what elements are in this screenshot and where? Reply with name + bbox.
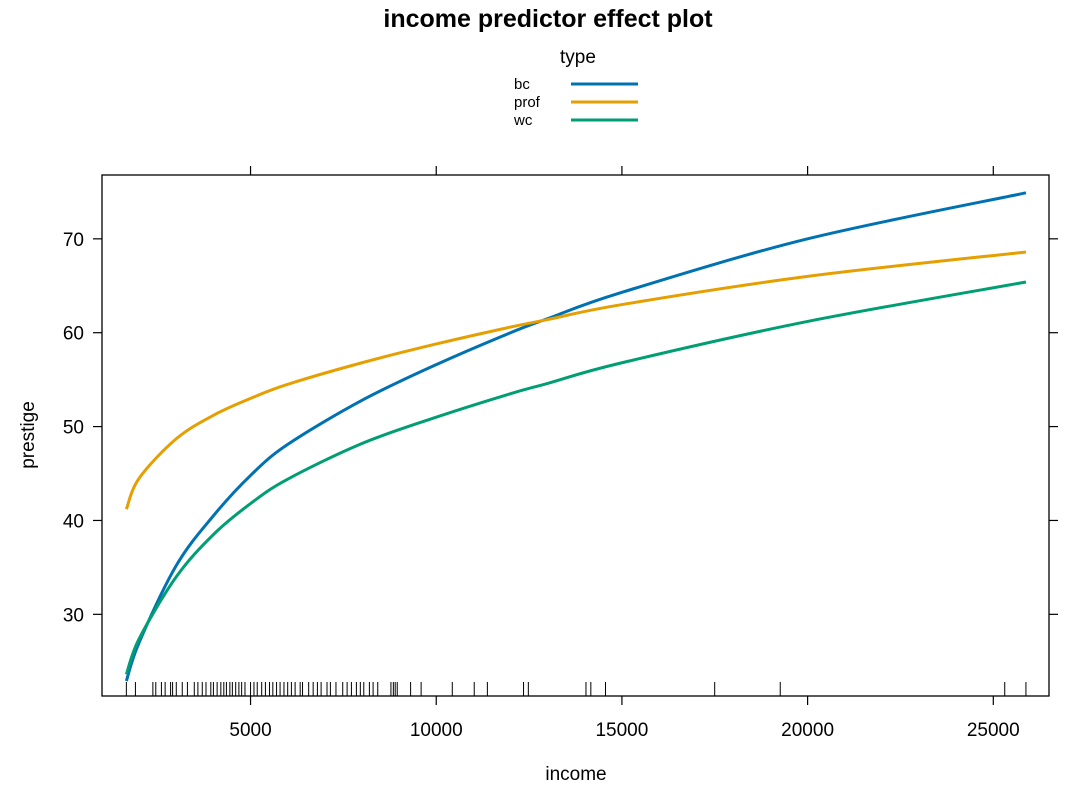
y-tick-label: 60 (63, 324, 84, 345)
axis-ticks (93, 166, 1058, 705)
x-tick-label: 20000 (781, 720, 834, 741)
rug-marks (125, 682, 1027, 696)
x-axis-title: income (545, 764, 606, 785)
y-tick-label: 40 (63, 511, 84, 532)
axis-tick-labels: 5000 10000 15000 20000 25000 30 40 50 60 70 (63, 230, 1020, 741)
x-tick-label: 15000 (595, 720, 648, 741)
series-line-bc (124, 191, 1027, 682)
x-tick-label: 10000 (410, 720, 463, 741)
series-line-prof (124, 250, 1027, 510)
plot-frame (101, 174, 1050, 697)
y-tick-label: 70 (63, 230, 84, 251)
x-tick-label: 25000 (967, 720, 1020, 741)
y-axis-title: prestige (18, 401, 39, 469)
legend-label-bc: bc (514, 76, 530, 93)
y-tick-label: 30 (63, 605, 84, 626)
y-tick-label: 50 (63, 418, 84, 439)
legend-label-wc: wc (513, 112, 533, 129)
series-lines (124, 191, 1027, 682)
x-tick-label: 5000 (229, 720, 271, 741)
legend-label-prof: prof (514, 94, 541, 111)
chart-title: income predictor effect plot (383, 5, 713, 33)
legend-title: type (560, 47, 596, 68)
series-line-wc (124, 280, 1027, 675)
